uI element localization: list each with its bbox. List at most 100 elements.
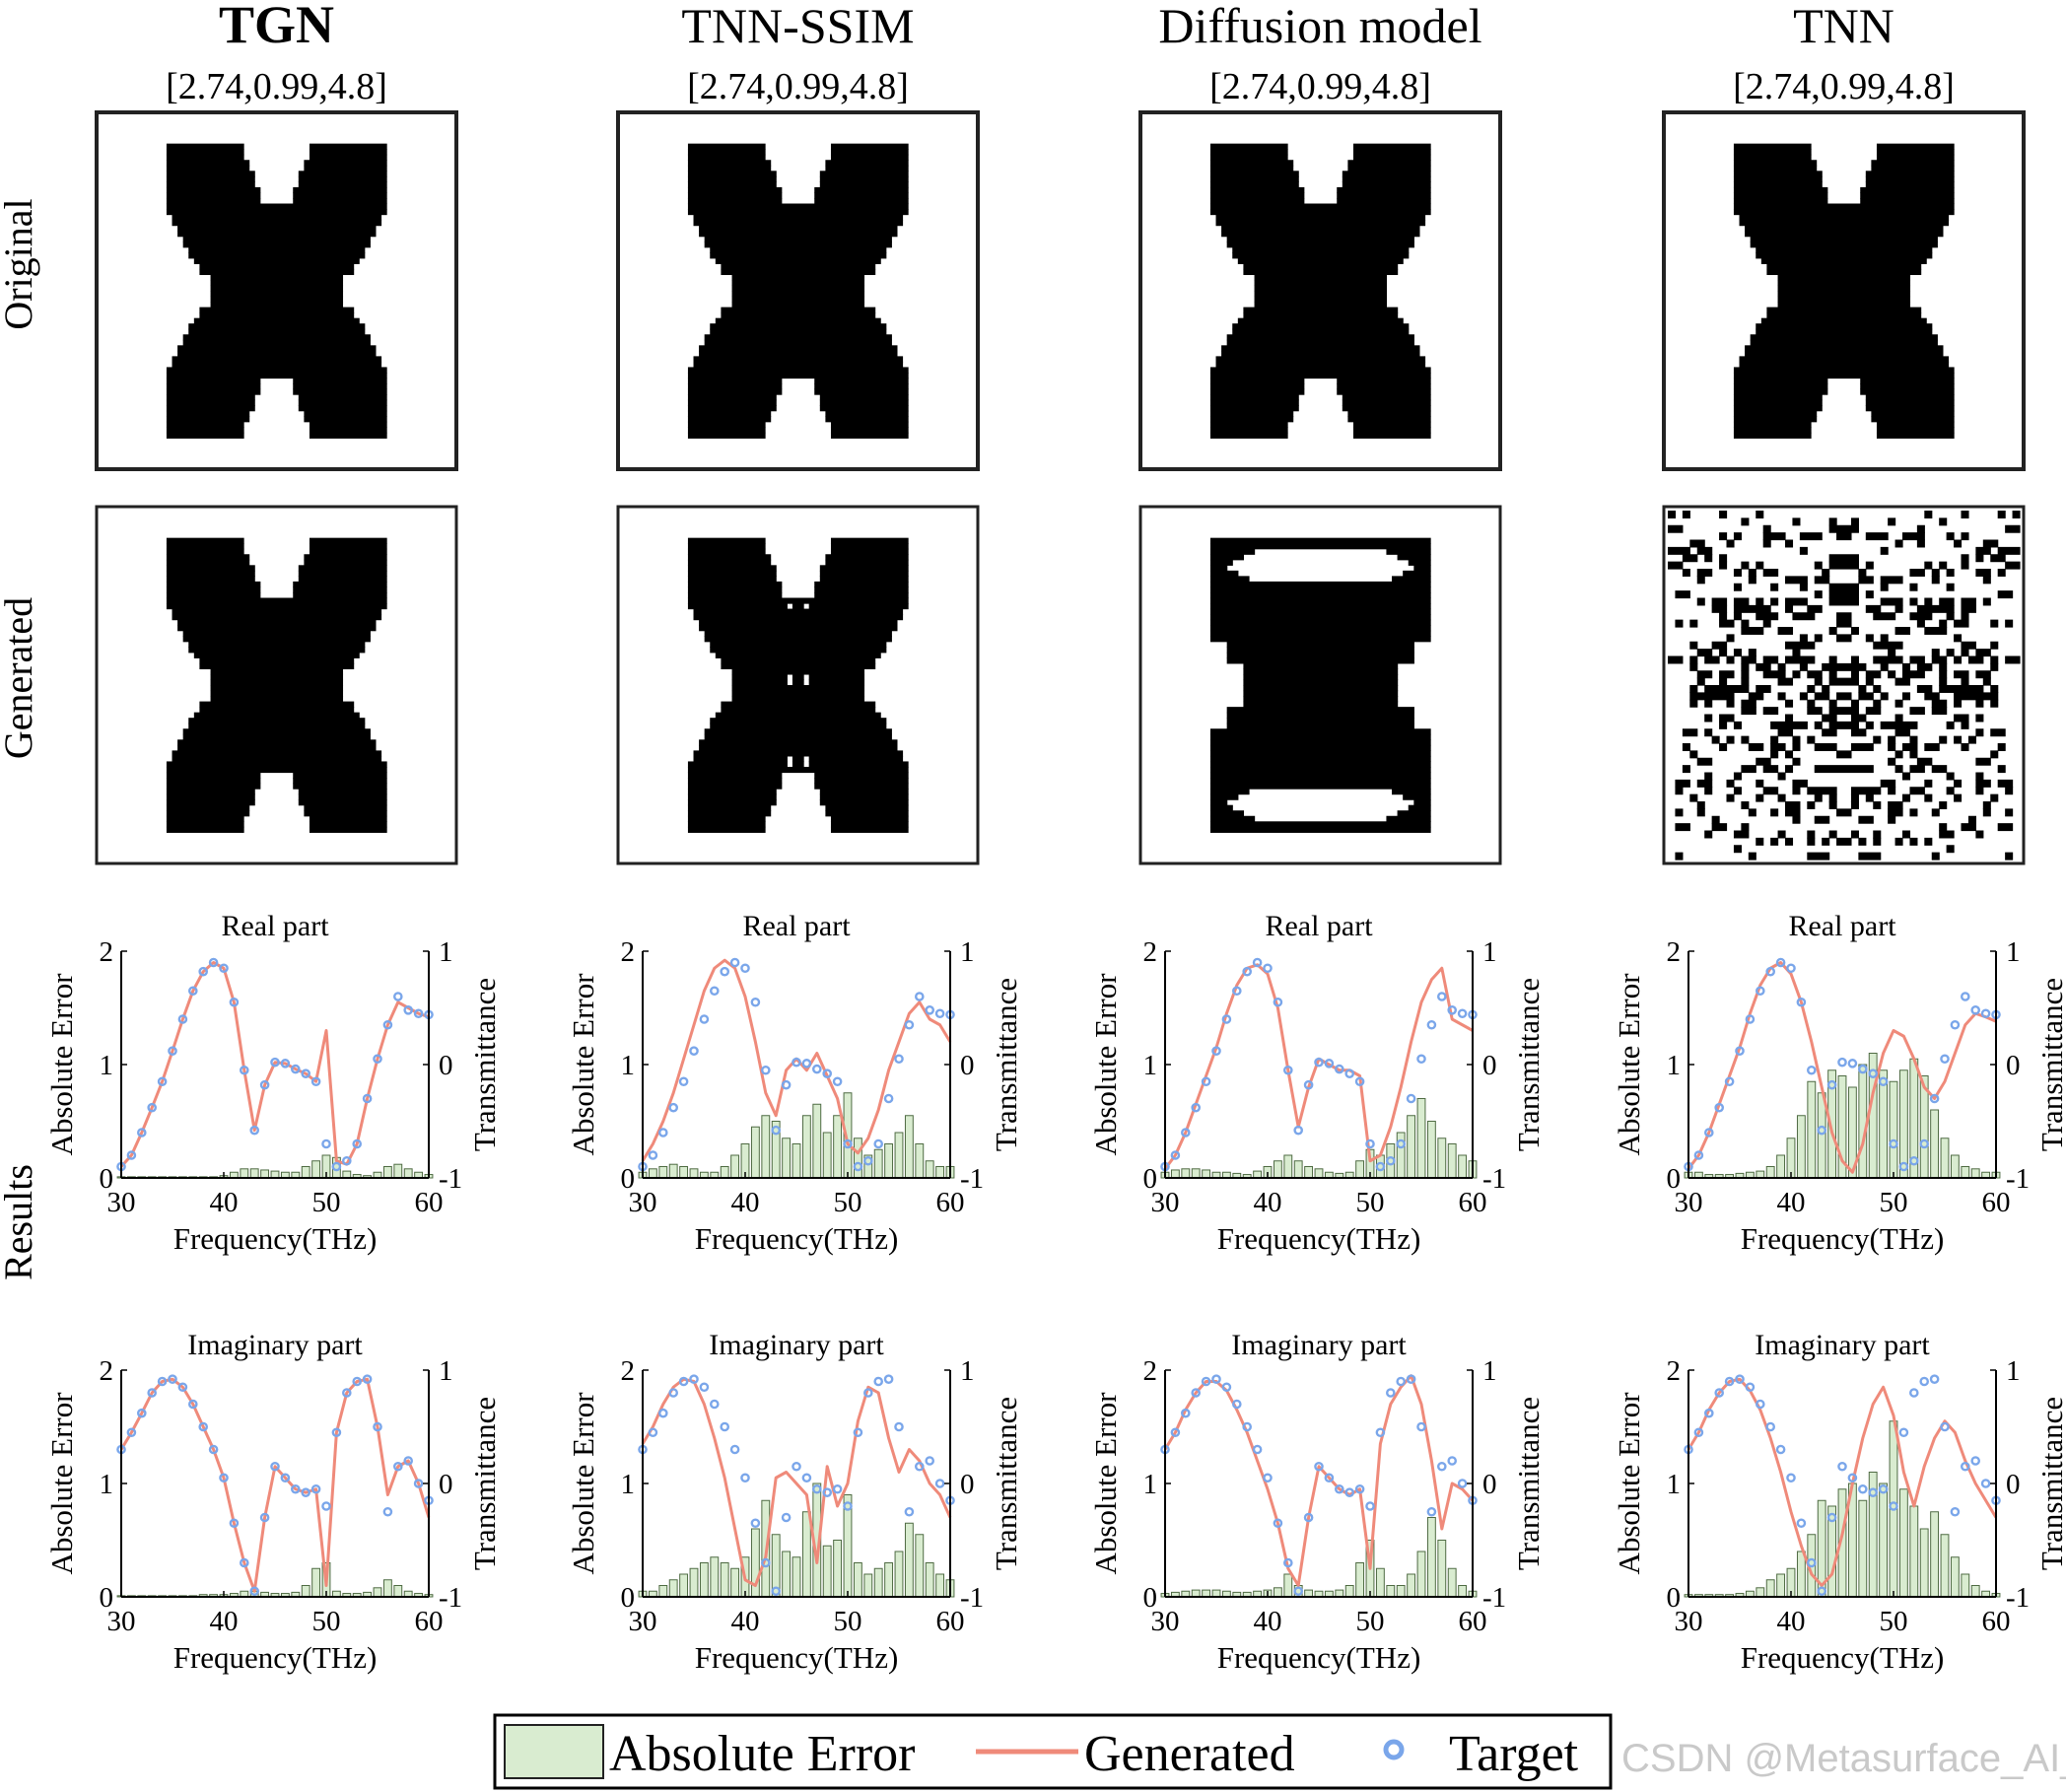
col1-imag-panel-title: Imaginary part [709, 1329, 884, 1361]
col3-imag-ytick-right-label: 1 [2006, 1355, 2021, 1387]
col1-imag-target-point [904, 1506, 915, 1517]
col3-real-ytick-left-label: 0 [1667, 1163, 1682, 1195]
col3-imag-target-point [1817, 1586, 1826, 1597]
col2-imag-error-bar [1335, 1589, 1344, 1598]
col2-imag-xtick-label: 30 [1151, 1606, 1180, 1637]
col1-imag-target-point [720, 1421, 730, 1432]
watermark: CSDN @Metasurface_AI_ [1621, 1737, 2066, 1780]
col0-real-target-point [290, 1064, 301, 1074]
col1-real-ytick-right-label: 0 [960, 1050, 975, 1081]
col1-imag-target-point [883, 1374, 894, 1384]
col3-imag-ytick-left-label: 1 [1667, 1469, 1682, 1500]
col0-real-target-point [341, 1155, 352, 1166]
col3-imag-error-bar [1776, 1573, 1786, 1598]
col3-imag-target-point [1837, 1461, 1847, 1472]
col1-real-target-point [915, 992, 925, 1001]
col2-real-error-bar [1416, 1098, 1426, 1179]
col2-imag-target-point [1354, 1483, 1365, 1494]
col0-imag-error-bar [373, 1587, 382, 1598]
col3-real-ytick-right-label: 1 [2006, 936, 2021, 968]
col1-real-error-bar [750, 1126, 760, 1179]
col1-imag-error-bar [873, 1567, 883, 1598]
col1-real-target-point [658, 1128, 668, 1137]
col2-real-xlabel: Frequency(THz) [1217, 1221, 1421, 1256]
col2-imag-target-point [1406, 1374, 1416, 1384]
col2-real-target-point [1314, 1057, 1324, 1068]
col2-real-target-point [1375, 1161, 1386, 1172]
col3-imag-target-point [1807, 1557, 1817, 1568]
col1-imag-error-bar [679, 1573, 689, 1598]
col1-imag-target-point [740, 1473, 750, 1483]
col0-real-ytick-right-label: 1 [439, 936, 453, 968]
col0-real-target-point [413, 1008, 424, 1019]
col1-imag-target-point [729, 1444, 740, 1455]
col1-real-error-bar [730, 1154, 740, 1179]
generated-pattern [1662, 505, 2026, 865]
col1-imag-target-point [925, 1456, 935, 1466]
col3-real-error-bar [1786, 1137, 1796, 1179]
col0-imag-ytick-left-label: 2 [100, 1355, 114, 1387]
col0-real-target-point [310, 1076, 321, 1087]
col2-real-error-bar [1283, 1154, 1293, 1179]
col2-imag-ytick-left-label: 1 [1143, 1469, 1158, 1500]
col0-real-target-point [187, 986, 198, 997]
col1-imag-error-bar [863, 1573, 873, 1598]
col0-real-target-point [382, 1019, 393, 1030]
col2-imag-target-point [1437, 1461, 1447, 1472]
col0-real-target-point [157, 1076, 168, 1087]
column-params: [2.74,0.99,4.8] [687, 66, 909, 107]
col2-imag-error-bar [1191, 1589, 1201, 1598]
col3-imag-ytick-right-label: 0 [2006, 1469, 2021, 1500]
col3-real-target-point [1693, 1150, 1704, 1160]
col2-imag-target-point [1375, 1427, 1386, 1438]
col2-real-target-point [1335, 1064, 1344, 1074]
col2-real-ytick-left-label: 2 [1143, 936, 1158, 968]
col3-real-ylabel-left: Absolute Error [1612, 973, 1646, 1156]
col1-imag-error-bar [904, 1522, 914, 1598]
col0-real-error-bar [270, 1170, 280, 1179]
col0-imag-xtick-label: 40 [210, 1606, 239, 1637]
col3-imag-target-point [1796, 1518, 1807, 1529]
col3-imag-ytick-left-label: 0 [1667, 1582, 1682, 1614]
col3-real-error-bar [1796, 1115, 1806, 1179]
col2-imag-target-point [1314, 1461, 1324, 1472]
col3-real-target-point [1826, 1079, 1837, 1090]
col1-real-target-point [761, 1065, 771, 1075]
col2-real-target-point [1232, 986, 1242, 997]
col0-imag-target-point [290, 1483, 301, 1494]
col1-real-xtick-label: 50 [834, 1187, 862, 1218]
col1-real-target-point [883, 1093, 894, 1104]
row-label-generated: Generated [0, 597, 40, 759]
col1-real-target-point [710, 986, 720, 997]
col1-real-error-bar [812, 1103, 822, 1179]
col1-real-target-point [934, 1008, 945, 1019]
col3-real-target-point [1714, 1102, 1724, 1113]
col0-imag-target-point [136, 1408, 147, 1418]
col3-imag-xlabel: Frequency(THz) [1741, 1640, 1945, 1675]
col0-imag-target-point [126, 1427, 137, 1438]
col3-imag-xtick-label: 50 [1880, 1606, 1908, 1637]
col1-imag-error-bar [853, 1562, 862, 1598]
col1-imag-target-point [792, 1461, 801, 1472]
col0-imag-target-point [362, 1374, 373, 1384]
col2-imag-xtick-label: 50 [1356, 1606, 1385, 1637]
col2-imag-panel-title: Imaginary part [1231, 1329, 1407, 1361]
col2-real-error-bar [1170, 1169, 1180, 1179]
col3-imag-target-point [1889, 1501, 1898, 1511]
col3-imag-target-point [1693, 1427, 1704, 1438]
col3-imag-target-point [1826, 1512, 1837, 1523]
col1-real-target-point [668, 1102, 679, 1113]
col1-real-error-bar [915, 1143, 925, 1179]
legend-target-marker [1383, 1739, 1405, 1760]
col1-imag-target-point [648, 1427, 658, 1438]
col0-imag-target-point [229, 1518, 240, 1529]
col0-imag-target-point [187, 1399, 198, 1410]
col1-real-ylabel-right: Transmittance [989, 978, 1023, 1151]
column-title: TGN [219, 0, 334, 54]
col3-imag-xtick-label: 40 [1777, 1606, 1806, 1637]
col0-real-target-point [392, 992, 403, 1001]
col3-real-target-point [1765, 966, 1775, 977]
col3-imag-target-point [1735, 1374, 1745, 1384]
col2-real-error-bar [1273, 1160, 1282, 1179]
legend-target-label: Target [1449, 1726, 1579, 1782]
